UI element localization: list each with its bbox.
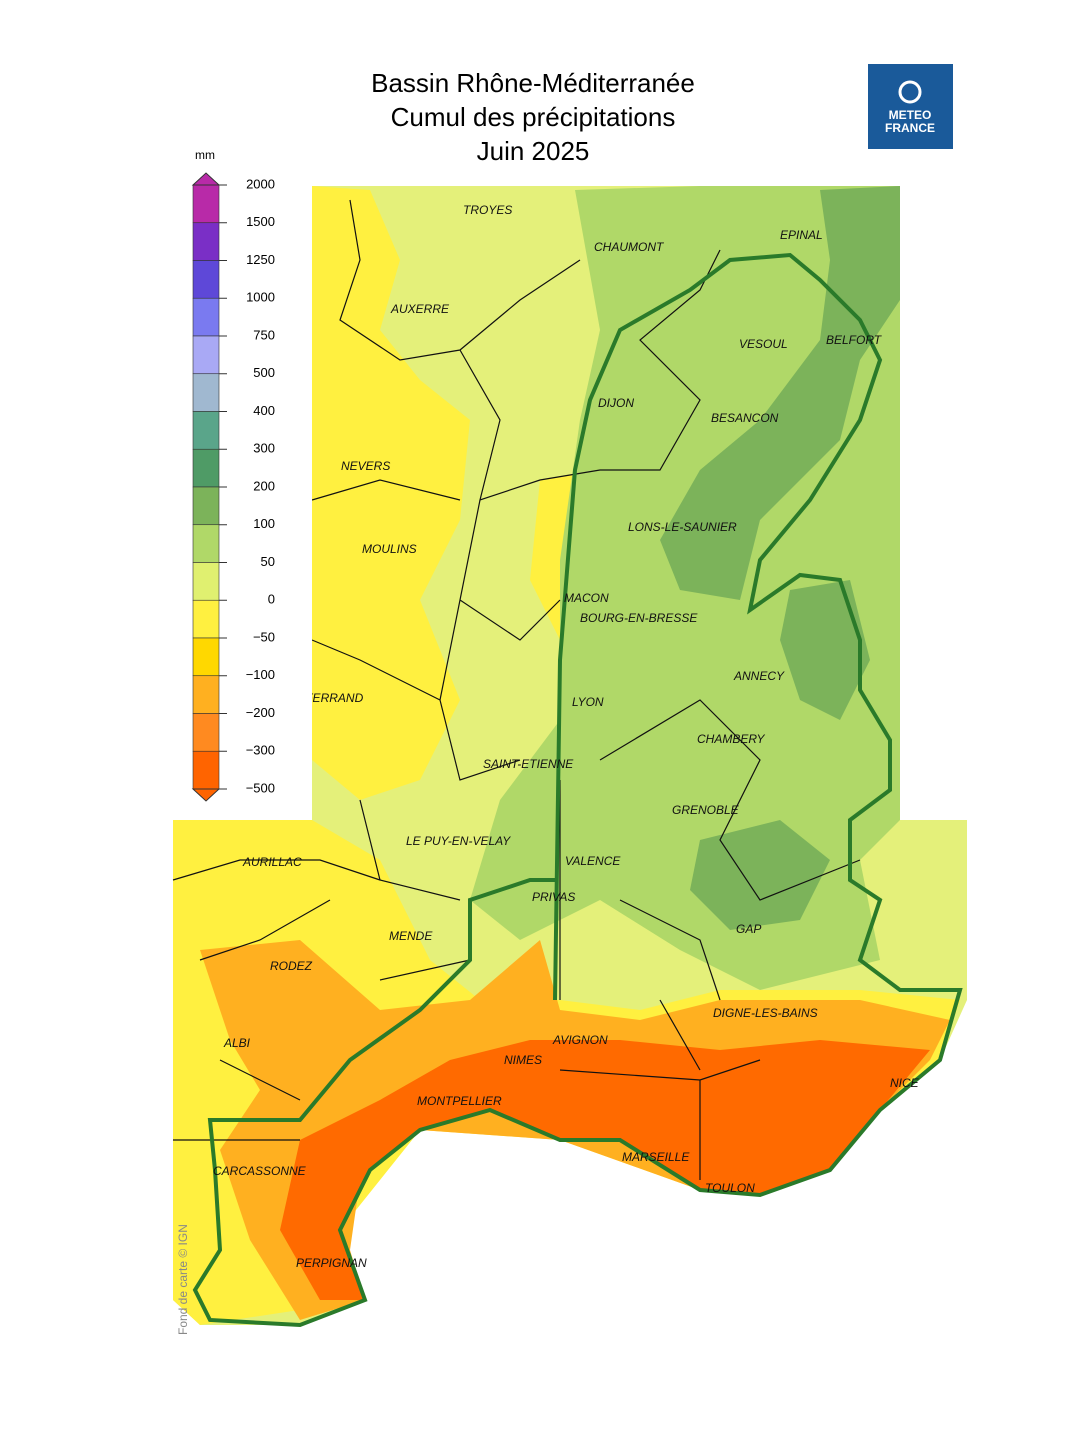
legend-swatch (192, 524, 220, 563)
city-label: LONS-LE-SAUNIER (628, 520, 737, 534)
city-label: NICE (890, 1076, 920, 1090)
city-label: MONTPELLIER (417, 1094, 502, 1108)
legend-tick-label: 300 (253, 441, 275, 456)
legend-tick-label: −100 (246, 667, 275, 682)
logo-text: FRANCE (885, 121, 935, 135)
legend-arrow (191, 788, 221, 802)
legend-tick-label: −200 (246, 705, 275, 720)
city-label: VALENCE (565, 854, 621, 868)
legend-tick-label: 0 (268, 592, 275, 607)
boundaries (172, 199, 861, 1180)
city-label: BOURG-EN-BRESSE (580, 611, 698, 625)
city-label: ANNECY (733, 669, 785, 683)
legend-tick-label: 1500 (246, 214, 275, 229)
legend-swatch (192, 373, 220, 412)
legend-swatch (192, 599, 220, 639)
city-label: TOULON (705, 1181, 755, 1195)
legend-tick-label: 500 (253, 365, 275, 380)
legend-tick-label: −300 (246, 743, 275, 758)
legend: mm 2000150012501000750500400300200100500… (191, 148, 275, 802)
wet-area (660, 186, 900, 600)
city-label: CARCASSONNE (213, 1164, 307, 1178)
legend-arrow (191, 172, 221, 186)
strong-deficit-area (280, 1040, 930, 1300)
legend-tick-label: 2000 (246, 176, 275, 191)
city-label: GAP (736, 922, 761, 936)
legend-swatch (192, 297, 220, 337)
legend-tick-label: 200 (253, 478, 275, 493)
city-label: AURILLAC (242, 855, 302, 869)
legend-swatch (192, 335, 220, 375)
city-label: EPINAL (780, 228, 823, 242)
legend-tick-label: −50 (253, 629, 275, 644)
legend-swatch (192, 486, 220, 526)
legend-swatch (192, 675, 220, 714)
legend-swatch (192, 713, 220, 752)
legend-tick-label: −500 (246, 780, 275, 795)
dry-area (312, 186, 470, 800)
city-label: NEVERS (341, 459, 390, 473)
city-labels: TROYES CHAUMONT EPINAL AUXERRE VESOUL BELFORT… (213, 203, 920, 1270)
city-label: NIMES (504, 1053, 542, 1067)
title-line: Cumul des précipitations (391, 102, 676, 132)
city-label: SAINT-ETIENNE (483, 757, 574, 771)
city-label: MARSEILLE (622, 1150, 690, 1164)
legend-swatch (192, 637, 220, 677)
title-line: Juin 2025 (477, 136, 590, 166)
city-label: PRIVAS (532, 890, 575, 904)
city-label: DIJON (598, 396, 634, 410)
legend-swatch (192, 750, 220, 790)
legend-unit: mm (195, 148, 215, 162)
city-label: MACON (564, 591, 609, 605)
legend-swatch (192, 222, 220, 261)
city-label: BESANCON (711, 411, 779, 425)
basin-border (192, 252, 963, 1328)
legend-tick-label: 1250 (246, 252, 275, 267)
city-label: AVIGNON (552, 1033, 608, 1047)
legend-swatch (192, 184, 220, 224)
city-label: PERPIGNAN (296, 1256, 367, 1270)
city-label: MOULINS (362, 542, 417, 556)
wet-area (780, 580, 870, 720)
city-label: RODEZ (270, 959, 313, 973)
title: Bassin Rhône-Méditerranée Cumul des préc… (371, 68, 695, 166)
city-label: TROYES (463, 203, 512, 217)
legend-swatch (192, 562, 220, 601)
city-label: DIGNE-LES-BAINS (713, 1006, 818, 1020)
logo-text: METEO (889, 108, 932, 122)
city-label: CHAMBERY (697, 732, 766, 746)
city-label: AUXERRE (390, 302, 450, 316)
legend-swatch (192, 411, 220, 450)
legend-tick-label: 100 (253, 516, 275, 531)
city-label: MENDE (389, 929, 433, 943)
logo-box (868, 64, 953, 149)
city-label: LYON (572, 695, 604, 709)
city-label: VESOUL (739, 337, 788, 351)
title-line: Bassin Rhône-Méditerranée (371, 68, 695, 98)
city-label: ALBI (223, 1036, 251, 1050)
city-label: LE PUY-EN-VELAY (406, 834, 511, 848)
legend-tick-label: 750 (253, 327, 275, 342)
map: TROYES CHAUMONT EPINAL AUXERRE VESOUL BELFORT… (172, 186, 967, 1335)
legend-swatch (192, 448, 220, 488)
logo: METEO FRANCE (868, 64, 953, 149)
legend-swatch (192, 260, 220, 299)
legend-tick-label: 1000 (246, 290, 275, 305)
city-label: CHAUMONT (594, 240, 665, 254)
city-label: BELFORT (826, 333, 883, 347)
legend-tick-label: 400 (253, 403, 275, 418)
city-label: GRENOBLE (672, 803, 740, 817)
logo-icon (898, 80, 922, 104)
legend-tick-label: 50 (261, 554, 275, 569)
map-credit: Fond de carte © IGN (176, 1224, 190, 1335)
